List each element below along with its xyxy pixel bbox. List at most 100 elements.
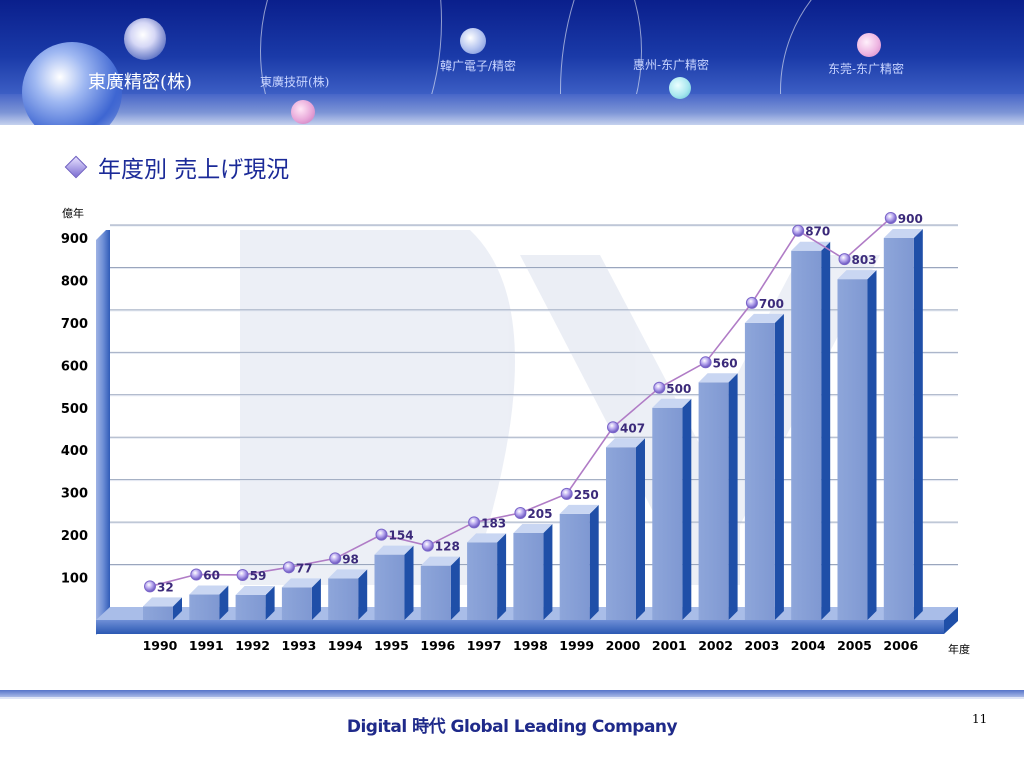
- bar: [837, 279, 868, 620]
- y-tick-label: 400: [61, 444, 88, 459]
- blue-orb: [460, 28, 486, 54]
- bar: [281, 587, 312, 620]
- bar-top: [652, 398, 692, 408]
- watermark-logo: [240, 230, 880, 585]
- bar-top: [467, 533, 507, 543]
- footer-bar: [0, 690, 1024, 697]
- bar: [513, 532, 544, 620]
- data-marker: [190, 568, 203, 581]
- bar-side: [265, 585, 275, 620]
- glow-orb: [124, 18, 166, 60]
- data-label: 500: [666, 382, 691, 396]
- data-marker: [514, 506, 527, 519]
- globe-orb: [22, 42, 122, 125]
- x-tick-label: 1990: [143, 638, 178, 653]
- data-marker: [144, 580, 156, 593]
- bar-top: [235, 585, 275, 595]
- x-tick-labels: 1990 1991 1992 1993 1994 1995 1996 1997 1998 1999…: [143, 638, 919, 653]
- x-axis-label: 年度: [948, 642, 970, 656]
- data-marker: [421, 539, 434, 552]
- x-tick-label: 2004: [791, 638, 826, 653]
- bar-side: [728, 373, 738, 620]
- data-label: 407: [620, 421, 645, 435]
- title-row: 年度別 売上げ現況: [64, 150, 290, 184]
- x-tick-label: 1993: [282, 638, 317, 653]
- x-tick-label: 1991: [189, 638, 224, 653]
- bar-side: [219, 585, 229, 620]
- bar-top: [143, 597, 182, 607]
- bar-side: [636, 438, 645, 620]
- bar: [235, 594, 266, 620]
- banner-label: 东莞-东广精密: [828, 62, 905, 76]
- cyan-orb: [669, 77, 691, 99]
- data-label: 560: [713, 356, 738, 370]
- data-label: 77: [296, 561, 313, 575]
- bar: [467, 542, 498, 620]
- bar-side: [450, 556, 460, 620]
- pink-orb: [857, 33, 881, 57]
- data-label: 803: [852, 253, 877, 267]
- x-tick-label: 1996: [420, 638, 455, 653]
- bar-top: [374, 545, 414, 555]
- x-tick-label: 2003: [745, 638, 780, 653]
- page-title: 年度別 売上げ現況: [98, 157, 290, 183]
- data-label: 60: [203, 569, 220, 583]
- bar: [883, 238, 914, 620]
- x-tick-label: 1998: [513, 638, 548, 653]
- bar-top: [606, 438, 645, 448]
- x-tick-label: 1992: [235, 638, 270, 653]
- x-tick-label: 2006: [883, 638, 918, 653]
- bar-side: [589, 504, 599, 620]
- bar-side: [821, 241, 831, 620]
- bar-top: [883, 229, 923, 238]
- data-label: 900: [898, 212, 923, 226]
- data-label: 59: [250, 569, 267, 583]
- data-marker: [282, 561, 295, 574]
- bars: [143, 229, 923, 620]
- y-axis-pillar: [96, 230, 110, 635]
- bar-side: [913, 229, 923, 620]
- data-marker: [468, 516, 481, 529]
- bar: [420, 565, 451, 620]
- bar: [652, 407, 683, 620]
- bar-side: [867, 270, 877, 620]
- bar: [189, 594, 220, 620]
- data-marker: [375, 528, 388, 541]
- pink-orb: [291, 100, 315, 124]
- banner-label: 韓广電子/精密: [440, 59, 517, 73]
- y-tick-label: 600: [61, 359, 88, 374]
- data-marker: [329, 552, 342, 565]
- x-tick-label: 1995: [374, 638, 409, 653]
- y-tick-label: 200: [61, 529, 88, 544]
- data-marker: [792, 224, 805, 237]
- revenue-chart: 32 60 59 77 98 154 128 183 205 250 407 500 560 700 870…: [61, 206, 970, 656]
- y-axis-label: 億年: [62, 206, 84, 220]
- x-tick-label: 1997: [467, 638, 502, 653]
- bar: [559, 513, 590, 620]
- bar-top: [698, 373, 738, 383]
- footer-tagline: Digital 時代 Global Leading Company: [346, 717, 678, 737]
- data-marker: [745, 296, 758, 309]
- bar-top: [837, 270, 877, 280]
- banner-label: 惠州-东广精密: [633, 58, 710, 72]
- data-marker: [653, 381, 666, 394]
- bar-side: [358, 569, 368, 620]
- bar-side: [774, 313, 784, 620]
- bar: [328, 578, 359, 620]
- bar-top: [328, 569, 368, 579]
- bar: [744, 322, 775, 620]
- data-label: 700: [759, 297, 784, 311]
- data-label: 183: [481, 516, 506, 530]
- data-marker: [560, 487, 573, 500]
- x-tick-label: 2000: [606, 638, 641, 653]
- bar: [374, 554, 405, 620]
- data-label: 870: [805, 225, 830, 239]
- bar-top: [281, 578, 321, 588]
- y-tick-label: 700: [61, 317, 88, 332]
- data-label: 250: [574, 488, 599, 502]
- bar-top: [420, 556, 460, 566]
- data-marker: [838, 253, 851, 266]
- data-marker: [699, 356, 712, 369]
- y-tick-label: 800: [61, 274, 88, 289]
- data-marker: [236, 568, 249, 581]
